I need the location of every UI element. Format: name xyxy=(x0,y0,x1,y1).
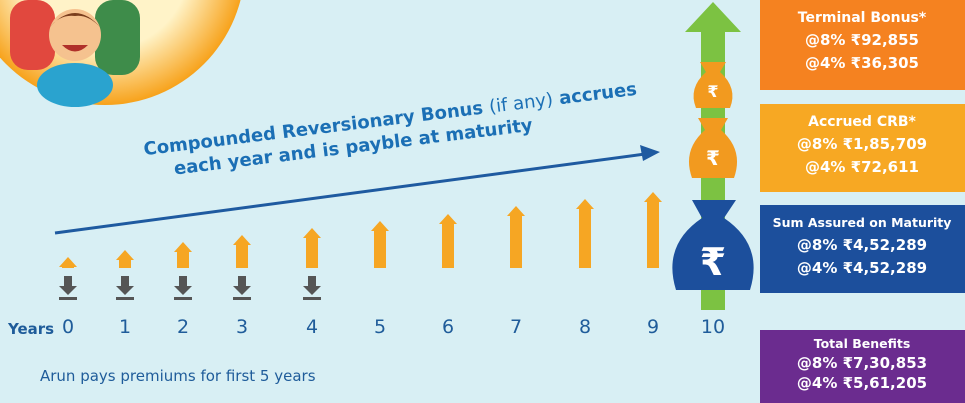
year-label: 3 xyxy=(236,316,248,338)
year-label: 0 xyxy=(62,316,74,338)
box-value: @4% ₹36,305 xyxy=(805,54,919,72)
year-label: 5 xyxy=(374,316,386,338)
svg-text:₹: ₹ xyxy=(706,146,720,170)
box-title: Terminal Bonus* xyxy=(798,10,927,26)
year-label: 1 xyxy=(119,316,131,338)
box-value: @4% ₹72,611 xyxy=(805,158,919,176)
svg-text:₹: ₹ xyxy=(700,240,726,284)
box-value: @8% ₹4,52,289 xyxy=(797,236,927,254)
year-label: 9 xyxy=(647,316,659,338)
box-title: Accrued CRB* xyxy=(808,114,916,130)
year-label: 7 xyxy=(510,316,522,338)
infographic: Compounded Reversionary Bonus (if any) a… xyxy=(0,0,965,403)
year-label: 4 xyxy=(306,316,318,338)
year-label: 10 xyxy=(701,316,725,338)
box-value: @8% ₹1,85,709 xyxy=(797,135,927,153)
box-value: @4% ₹5,61,205 xyxy=(797,374,927,392)
year-label: 2 xyxy=(177,316,189,338)
box-title: Sum Assured on Maturity xyxy=(773,215,952,230)
box-value: @8% ₹7,30,853 xyxy=(797,354,927,372)
page: Compounded Reversionary Bonus (if any) a… xyxy=(0,0,965,403)
box-value: @4% ₹4,52,289 xyxy=(797,259,927,277)
axis-label: Years xyxy=(7,320,54,338)
year-label: 6 xyxy=(442,316,454,338)
year-label: 8 xyxy=(579,316,591,338)
box-title: Total Benefits xyxy=(814,336,911,351)
svg-text:₹: ₹ xyxy=(707,82,718,101)
box-value: @8% ₹92,855 xyxy=(805,31,919,49)
note: Arun pays premiums for first 5 years xyxy=(40,367,316,385)
